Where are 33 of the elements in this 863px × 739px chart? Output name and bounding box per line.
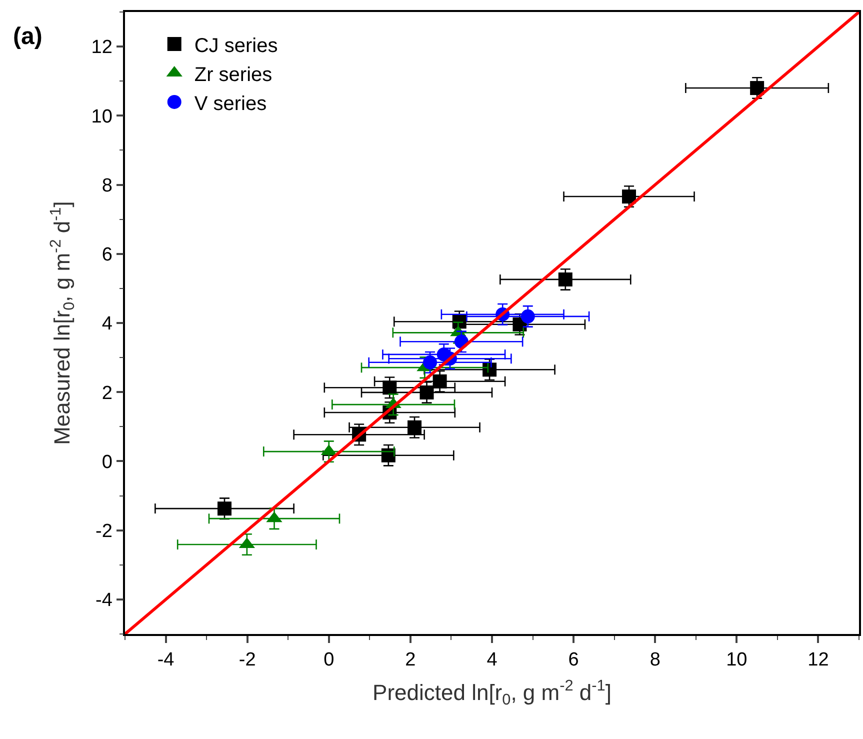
y-tick-label: 12	[91, 37, 112, 58]
legend-label: Zr series	[194, 64, 272, 86]
x-tick-label: -2	[238, 650, 256, 671]
y-tick-label: -2	[96, 520, 112, 542]
x-axis-title: Predicted ln[r$_{0}$, g m$^{-2}$ d$^{-1}$]	[372, 678, 612, 709]
x-tick-label: 2	[405, 650, 416, 671]
point	[622, 190, 636, 204]
point	[218, 502, 232, 516]
x-tick-label: 4	[486, 650, 498, 671]
x-tick-label: 6	[568, 650, 579, 671]
point	[520, 309, 535, 324]
x-tick-label: -4	[157, 650, 175, 671]
y-tick-label: 0	[102, 452, 112, 473]
point	[423, 355, 438, 370]
legend-label: CJ series	[194, 34, 278, 57]
y-tick-label: 4	[102, 314, 113, 335]
point	[750, 81, 764, 96]
point	[558, 272, 572, 286]
legend-label: V series	[194, 92, 267, 115]
point	[382, 380, 397, 395]
x-tick-label: 10	[726, 650, 748, 671]
point	[408, 420, 422, 434]
y-tick-label: 10	[91, 106, 112, 128]
y-tick-label: 2	[102, 382, 112, 404]
point	[432, 374, 447, 388]
text: (a)	[13, 23, 42, 50]
y-tick-label: 8	[102, 175, 112, 196]
point	[420, 385, 434, 400]
x-tick-label: 0	[324, 650, 334, 671]
x-tick-label: 12	[808, 650, 829, 671]
y-tick-label: -4	[96, 590, 113, 612]
y-tick-label: 6	[102, 244, 112, 266]
x-tick-label: 8	[650, 650, 660, 671]
